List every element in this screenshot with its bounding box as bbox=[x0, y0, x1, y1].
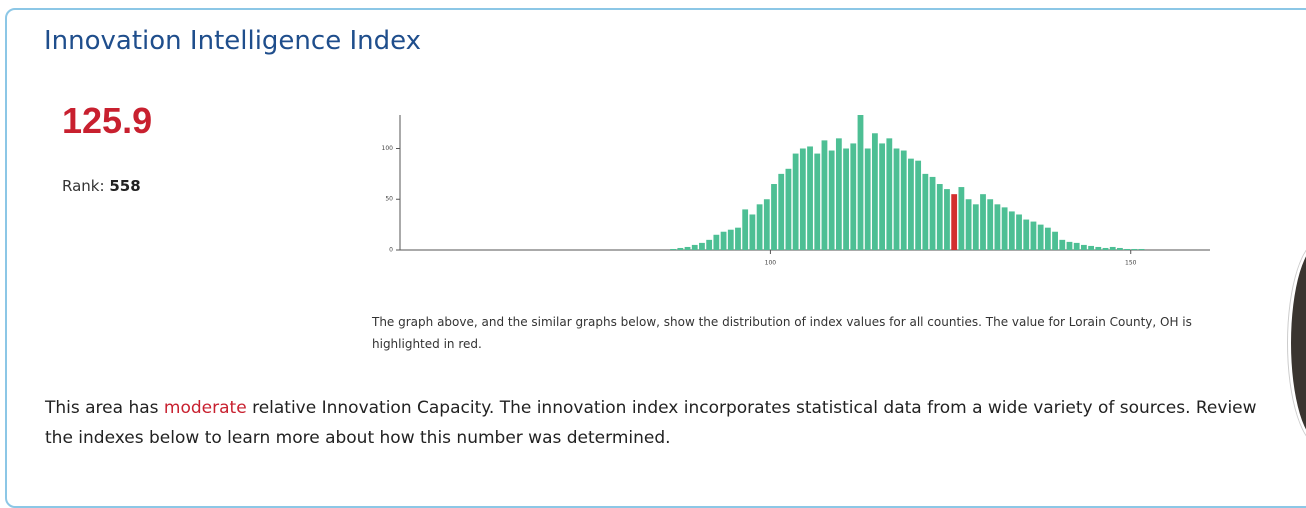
bar bbox=[785, 168, 792, 250]
bar bbox=[1124, 248, 1131, 250]
highlighted-bar bbox=[951, 194, 958, 250]
page-title: Innovation Intelligence Index bbox=[44, 26, 422, 56]
bar bbox=[1117, 247, 1123, 250]
bar bbox=[821, 140, 828, 250]
bar bbox=[742, 209, 749, 250]
bar bbox=[1066, 241, 1073, 250]
bar bbox=[994, 204, 1001, 250]
bar bbox=[1052, 231, 1058, 250]
bar bbox=[1080, 244, 1087, 250]
bar bbox=[691, 244, 698, 250]
bar bbox=[936, 184, 943, 250]
y-tick-label: 0 bbox=[389, 247, 393, 254]
bar bbox=[1088, 245, 1094, 250]
y-tick-label: 50 bbox=[385, 196, 393, 203]
bar bbox=[958, 187, 965, 250]
bar bbox=[965, 199, 972, 250]
bar bbox=[720, 231, 727, 250]
bar bbox=[749, 214, 756, 250]
bar bbox=[727, 229, 734, 250]
bar bbox=[843, 148, 849, 250]
bar bbox=[684, 246, 691, 250]
bar bbox=[1059, 239, 1066, 250]
bar bbox=[1023, 219, 1030, 250]
bar bbox=[987, 199, 994, 250]
bar bbox=[1109, 246, 1116, 250]
x-tick-label: 100 bbox=[765, 260, 777, 267]
bar bbox=[915, 160, 922, 250]
bar bbox=[699, 242, 705, 250]
bar bbox=[835, 138, 842, 250]
bar bbox=[922, 173, 929, 250]
capacity-level: moderate bbox=[163, 398, 247, 418]
bar bbox=[980, 194, 986, 250]
bar bbox=[944, 189, 950, 250]
caption: The graph above, and the similar graphs … bbox=[372, 315, 1192, 351]
bar bbox=[814, 153, 821, 250]
bar bbox=[1073, 242, 1080, 250]
bar bbox=[1030, 221, 1037, 250]
bar bbox=[799, 148, 806, 250]
bar bbox=[929, 176, 936, 250]
bar bbox=[1131, 248, 1138, 250]
rank: Rank: 558 bbox=[62, 177, 141, 195]
rank-label: Rank: bbox=[62, 177, 105, 195]
bar bbox=[886, 138, 893, 250]
bar bbox=[713, 234, 720, 250]
bar bbox=[850, 143, 857, 250]
bar bbox=[1044, 227, 1051, 250]
bar bbox=[1001, 207, 1008, 250]
bar bbox=[900, 150, 907, 250]
bar bbox=[670, 248, 677, 250]
bar bbox=[1008, 211, 1015, 250]
bar bbox=[756, 204, 763, 250]
bar bbox=[763, 199, 770, 250]
description-text: This area has bbox=[45, 398, 164, 418]
bar bbox=[778, 173, 785, 250]
bar bbox=[706, 239, 713, 250]
score: 125.9 bbox=[62, 100, 153, 141]
y-tick-label: 100 bbox=[382, 145, 394, 152]
bar bbox=[1016, 214, 1022, 250]
rank-value: 558 bbox=[109, 177, 141, 195]
bar bbox=[893, 148, 900, 250]
bar bbox=[1102, 247, 1109, 250]
bar bbox=[1037, 224, 1044, 250]
chart: 0 50 100 100 150 bbox=[382, 115, 1210, 267]
bar bbox=[828, 150, 835, 250]
bar bbox=[735, 227, 741, 250]
bar bbox=[807, 146, 813, 250]
bar bbox=[879, 143, 886, 250]
bar bbox=[864, 148, 871, 250]
bar bbox=[792, 153, 799, 250]
bar bbox=[771, 184, 777, 250]
bar bbox=[677, 247, 684, 250]
bar bbox=[908, 158, 914, 250]
bar bbox=[972, 204, 979, 250]
bar bbox=[1138, 248, 1145, 250]
description-text: relative Innovation Capacity. The innova… bbox=[45, 398, 1257, 448]
description: This area has moderate relative Innovati… bbox=[45, 393, 1275, 453]
bar bbox=[857, 115, 864, 250]
bar bbox=[1095, 246, 1102, 250]
x-tick-label: 150 bbox=[1125, 260, 1137, 267]
bar bbox=[871, 133, 878, 250]
